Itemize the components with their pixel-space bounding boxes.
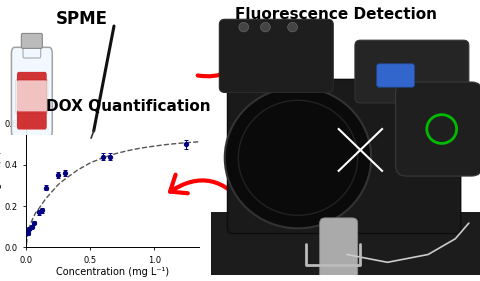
Y-axis label: PMT signal (V): PMT signal (V) — [0, 151, 2, 220]
Circle shape — [261, 22, 270, 32]
FancyBboxPatch shape — [228, 79, 461, 234]
FancyBboxPatch shape — [377, 64, 415, 87]
Circle shape — [288, 22, 298, 32]
Text: SPME: SPME — [56, 10, 108, 28]
FancyBboxPatch shape — [17, 80, 47, 111]
Circle shape — [239, 22, 249, 32]
FancyArrowPatch shape — [198, 51, 249, 76]
FancyBboxPatch shape — [12, 47, 52, 137]
X-axis label: Concentration (mg L⁻¹): Concentration (mg L⁻¹) — [56, 268, 169, 277]
FancyBboxPatch shape — [21, 33, 42, 48]
FancyArrowPatch shape — [170, 175, 246, 208]
FancyBboxPatch shape — [206, 213, 480, 281]
Text: Fluorescence Detection: Fluorescence Detection — [235, 7, 437, 22]
FancyBboxPatch shape — [219, 19, 333, 92]
FancyBboxPatch shape — [320, 218, 358, 281]
Circle shape — [225, 87, 371, 228]
FancyBboxPatch shape — [16, 79, 48, 114]
Text: DOX Quantification: DOX Quantification — [46, 99, 210, 114]
FancyBboxPatch shape — [396, 82, 480, 176]
FancyBboxPatch shape — [17, 72, 47, 130]
FancyBboxPatch shape — [23, 43, 41, 58]
FancyBboxPatch shape — [355, 40, 469, 103]
